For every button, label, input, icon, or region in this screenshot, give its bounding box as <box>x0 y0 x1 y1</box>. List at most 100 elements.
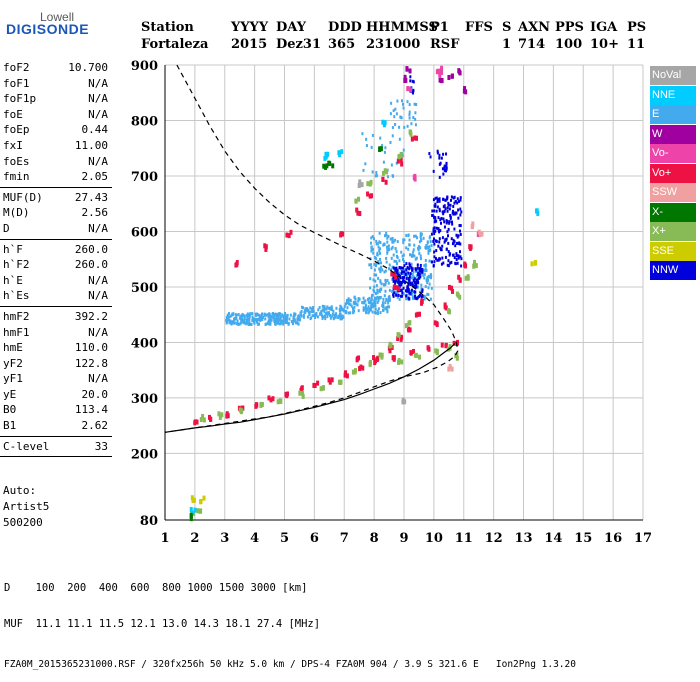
data-point <box>454 261 457 265</box>
data-point <box>416 246 419 250</box>
data-point <box>407 289 410 293</box>
data-point <box>424 284 427 288</box>
data-point <box>426 281 429 285</box>
data-point <box>406 124 409 128</box>
data-point <box>220 412 224 418</box>
data-point <box>439 218 442 222</box>
data-point <box>399 289 402 293</box>
data-point <box>385 306 388 310</box>
data-point <box>408 113 411 117</box>
data-point <box>332 309 335 313</box>
data-point <box>349 299 352 303</box>
data-point <box>339 316 342 320</box>
data-point <box>353 296 356 300</box>
data-point <box>329 313 332 317</box>
param-value: 260.0 <box>74 258 108 272</box>
data-point <box>414 123 417 127</box>
data-point <box>351 369 355 375</box>
x-tick-label: 7 <box>340 531 349 546</box>
data-point <box>343 372 347 378</box>
x-tick-label: 8 <box>370 531 379 546</box>
data-point <box>386 236 389 240</box>
data-point <box>354 300 357 304</box>
param-label: yF1 <box>3 372 23 386</box>
data-point <box>413 284 416 288</box>
data-point <box>230 321 233 325</box>
data-point <box>298 315 301 319</box>
data-point <box>369 286 372 290</box>
data-point <box>403 264 406 268</box>
data-point <box>274 322 277 326</box>
data-point <box>418 272 421 276</box>
data-point <box>292 319 295 323</box>
data-point <box>439 221 442 225</box>
data-point <box>245 322 248 326</box>
data-point <box>228 315 231 319</box>
data-point <box>263 312 266 316</box>
data-point <box>333 316 336 320</box>
data-point <box>405 246 408 250</box>
data-point <box>445 237 448 241</box>
data-point <box>417 354 421 360</box>
data-point <box>377 260 380 264</box>
data-point <box>435 249 438 253</box>
data-point <box>383 270 386 274</box>
param-row-d: D N/A <box>0 221 112 237</box>
data-point <box>458 294 462 300</box>
data-point <box>319 386 323 392</box>
data-point <box>382 243 385 247</box>
data-point <box>424 269 427 273</box>
data-point <box>430 260 433 264</box>
data-point <box>442 210 445 214</box>
data-point <box>251 312 254 316</box>
data-point <box>427 249 430 253</box>
data-point <box>427 251 430 255</box>
data-point <box>190 495 194 501</box>
data-point <box>401 294 404 298</box>
data-point <box>285 232 289 238</box>
param-row-fof1p: foF1p N/A <box>0 91 112 107</box>
data-point <box>413 290 416 294</box>
data-point <box>401 270 404 274</box>
data-point <box>452 340 456 346</box>
data-point <box>403 399 407 405</box>
data-point <box>415 283 418 287</box>
data-point <box>409 281 412 285</box>
param-row-md: M(D) 2.56 <box>0 205 112 221</box>
data-point <box>353 369 357 375</box>
data-point <box>416 285 419 289</box>
data-point <box>309 317 312 321</box>
data-point <box>448 253 451 257</box>
data-point <box>326 315 329 319</box>
data-point <box>455 211 458 215</box>
profile-curve-solid <box>164 343 456 433</box>
data-point <box>411 273 414 277</box>
data-point <box>403 275 406 279</box>
data-point <box>438 77 442 83</box>
y-tick-label: 800 <box>131 114 158 129</box>
data-point <box>248 317 251 321</box>
data-point <box>377 245 380 249</box>
data-point <box>368 263 371 267</box>
data-point <box>419 254 422 258</box>
param-label: foEs <box>3 154 30 168</box>
data-point <box>435 209 438 213</box>
data-point <box>315 312 318 316</box>
data-point <box>420 233 423 237</box>
data-point <box>431 213 434 217</box>
data-point <box>369 308 372 312</box>
data-point <box>452 204 455 208</box>
data-point <box>348 302 351 306</box>
data-point <box>378 248 381 252</box>
data-point <box>414 279 417 283</box>
legend-item-ssw: SSW <box>650 183 696 202</box>
data-point <box>379 311 382 315</box>
data-point <box>433 242 436 246</box>
y-tick-label: 600 <box>131 225 158 240</box>
data-point <box>360 182 364 188</box>
data-point <box>407 234 410 238</box>
data-point <box>392 275 395 279</box>
data-point <box>455 233 458 237</box>
data-point <box>396 254 399 258</box>
data-point <box>395 285 399 291</box>
